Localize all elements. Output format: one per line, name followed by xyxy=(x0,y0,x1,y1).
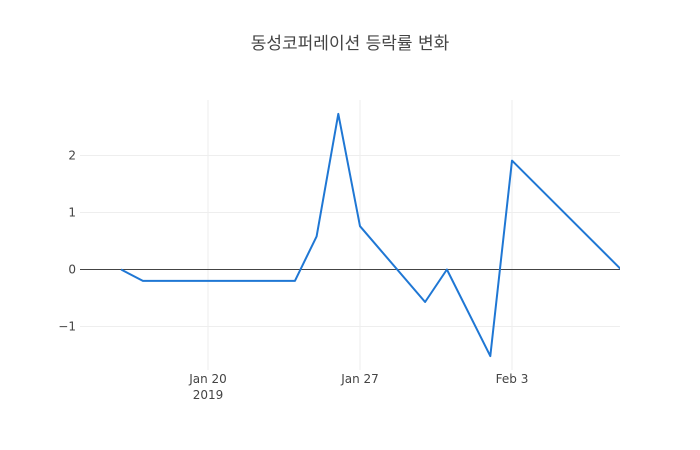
chart-title: 동성코퍼레이션 등락률 변화 xyxy=(251,34,450,54)
x-tick-label: Feb 3 xyxy=(496,372,529,386)
y-tick-label: 1 xyxy=(68,206,76,220)
y-tick-label: 2 xyxy=(68,149,76,163)
y-tick-label: −1 xyxy=(58,320,76,334)
x-axis: Jan 20 2019 Jan 27 Feb 3 xyxy=(188,372,528,402)
series-layer xyxy=(120,112,620,358)
y-tick-label: 0 xyxy=(68,263,76,277)
grid xyxy=(80,100,620,370)
x-tick-label: Jan 20 xyxy=(188,372,227,386)
series-line xyxy=(120,112,620,358)
x-tick-label: Jan 27 xyxy=(340,372,379,386)
y-axis: 2 1 0 −1 xyxy=(58,149,76,334)
x-tick-sublabel: 2019 xyxy=(193,388,224,402)
